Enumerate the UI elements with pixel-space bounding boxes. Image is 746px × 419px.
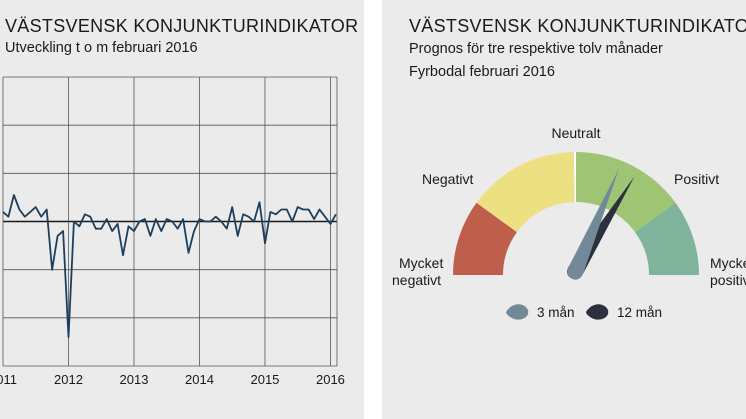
label-very-positive-line1: Mycket: [710, 255, 746, 271]
x-tick-label: 2011: [0, 372, 17, 387]
x-tick-label: 2012: [54, 372, 83, 387]
indicator-series-line: [2, 194, 337, 339]
label-positive: Positivt: [674, 171, 719, 187]
label-neutral: Neutralt: [551, 125, 600, 141]
right-subtitle-region: Fyrbodal februari 2016: [409, 64, 555, 80]
needle-3-months: [567, 168, 619, 280]
left-title: VÄSTSVENSK KONJUNKTURINDIKATOR: [5, 16, 359, 36]
right-subtitle-forecast: Prognos för tre respektive tolv månader: [409, 41, 663, 57]
x-tick-label: 2014: [185, 372, 214, 387]
legend-swatch-12-months: [586, 304, 609, 320]
left-chart-panel: VÄSTSVENSK KONJUNKTURINDIKATOR Utvecklin…: [0, 0, 364, 419]
gauge-segment-negative: [476, 152, 575, 233]
x-tick-label: 2013: [120, 372, 149, 387]
left-subtitle: Utveckling t o m februari 2016: [5, 40, 198, 56]
legend-swatch-3-months: [506, 304, 529, 320]
gauge-segment-very-positive: [635, 202, 699, 275]
gauge-segment-very-negative: [453, 202, 517, 275]
label-negative: Negativt: [422, 171, 473, 187]
x-tick-label: 2015: [250, 372, 279, 387]
legend-label-12-months: 12 mån: [617, 305, 662, 320]
gauge-segment-neutral-line: [573, 152, 576, 203]
legend-label-3-months: 3 mån: [537, 305, 575, 320]
x-tick-label: 2016: [316, 372, 345, 387]
label-very-positive-line2: positivt: [710, 272, 746, 288]
line-chart: 2011 2012 2013 2014 2015 2016: [0, 76, 345, 387]
label-very-negative-line2: negativt: [392, 272, 441, 288]
right-title: VÄSTSVENSK KONJUNKTURINDIKATOR: [409, 16, 746, 36]
right-gauge-panel: VÄSTSVENSK KONJUNKTURINDIKATOR Prognos f…: [382, 0, 746, 419]
label-very-negative-line1: Mycket: [399, 255, 443, 271]
